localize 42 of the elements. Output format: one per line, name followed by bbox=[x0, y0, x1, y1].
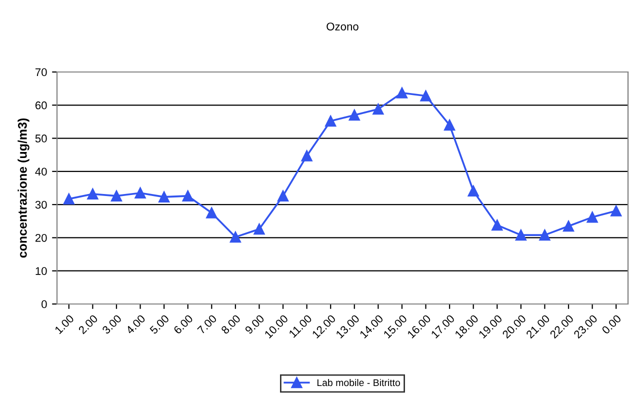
point bbox=[325, 115, 336, 127]
y-tick-label: 10 bbox=[36, 267, 47, 275]
x-tick-label: 9.00 bbox=[244, 314, 265, 334]
point bbox=[206, 207, 218, 218]
point bbox=[562, 220, 574, 232]
point bbox=[348, 110, 360, 121]
x-tick-label: 6.00 bbox=[173, 314, 194, 334]
y-tick-label: 70 bbox=[35, 68, 47, 76]
y-tick-label: 40 bbox=[35, 168, 47, 176]
point bbox=[182, 190, 194, 202]
point bbox=[586, 212, 598, 223]
point bbox=[610, 205, 622, 216]
point bbox=[110, 190, 122, 202]
point bbox=[372, 104, 384, 115]
point bbox=[420, 90, 432, 102]
y-tick-label: 60 bbox=[35, 101, 47, 110]
point bbox=[468, 185, 479, 197]
x-tick-label: 7.00 bbox=[196, 314, 218, 334]
y-tick-label: 30 bbox=[35, 200, 47, 209]
x-tick-label: 3.00 bbox=[102, 314, 122, 334]
y-tick-label: 50 bbox=[35, 134, 47, 142]
x-tick-label: 4.00 bbox=[125, 314, 146, 335]
point bbox=[396, 87, 408, 98]
y-tick-label: 0 bbox=[42, 300, 47, 308]
x-tick-label: 8.00 bbox=[220, 314, 241, 334]
y-tick-label: 20 bbox=[35, 234, 47, 242]
point bbox=[158, 191, 170, 203]
point bbox=[254, 224, 265, 235]
x-tick-label: 0.00 bbox=[601, 314, 622, 334]
point bbox=[492, 220, 503, 231]
point bbox=[87, 188, 98, 200]
y-axis-title: concentrazione (ug/m3) bbox=[18, 118, 30, 258]
legend-label: Lab mobile - Bitritto bbox=[317, 378, 400, 386]
chart-title: Ozono bbox=[326, 22, 358, 30]
point bbox=[515, 230, 526, 241]
point bbox=[301, 150, 312, 162]
point bbox=[134, 187, 146, 199]
point bbox=[539, 230, 550, 241]
point bbox=[230, 231, 241, 243]
point bbox=[63, 193, 74, 204]
point bbox=[444, 119, 456, 131]
point bbox=[277, 190, 289, 202]
